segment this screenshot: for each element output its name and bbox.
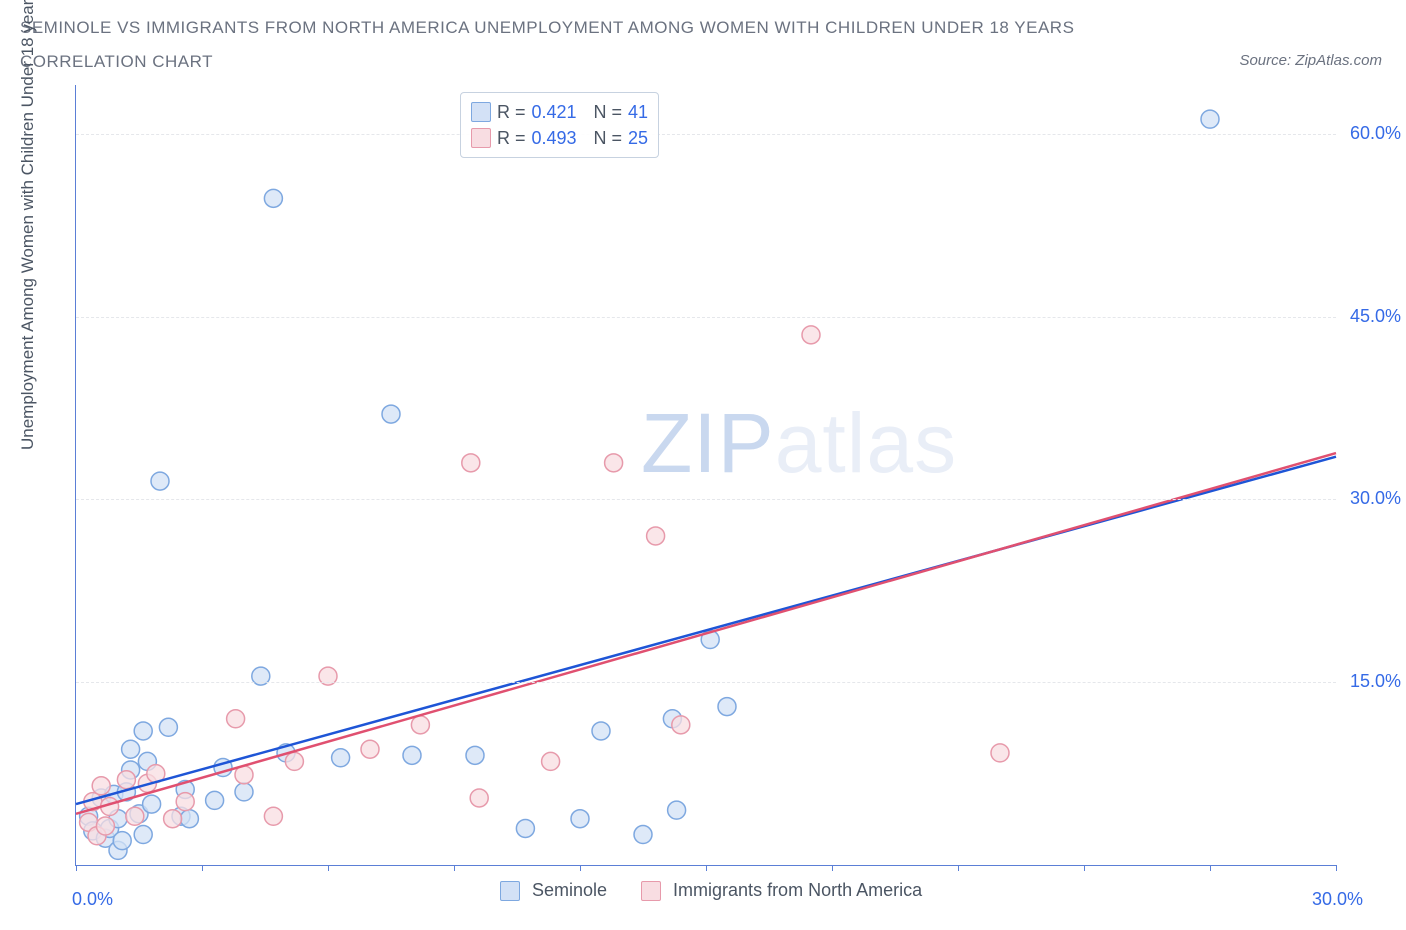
- data-point: [605, 454, 623, 472]
- x-tick: [76, 865, 77, 871]
- data-point: [634, 826, 652, 844]
- data-point: [466, 746, 484, 764]
- x-tick: [454, 865, 455, 871]
- data-point: [672, 716, 690, 734]
- legend-r-value: 0.493: [532, 128, 588, 149]
- data-point: [802, 326, 820, 344]
- data-point: [382, 405, 400, 423]
- data-point: [403, 746, 421, 764]
- data-point: [285, 752, 303, 770]
- x-tick: [706, 865, 707, 871]
- data-point: [235, 783, 253, 801]
- x-tick: [1084, 865, 1085, 871]
- data-point: [206, 791, 224, 809]
- data-point: [143, 795, 161, 813]
- legend-n-label: N =: [594, 128, 623, 149]
- data-point: [1201, 110, 1219, 128]
- chart-plot-area: ZIPatlas 15.0%30.0%45.0%60.0%0.0%30.0%: [75, 85, 1336, 866]
- legend-r-label: R =: [497, 102, 526, 123]
- data-point: [122, 740, 140, 758]
- data-point: [718, 698, 736, 716]
- data-point: [332, 749, 350, 767]
- legend-n-value: 25: [628, 128, 648, 149]
- data-point: [470, 789, 488, 807]
- legend-swatch: [641, 881, 661, 901]
- data-point: [164, 810, 182, 828]
- grid-line: [76, 134, 1336, 135]
- trend-line: [76, 457, 1336, 804]
- x-tick: [1336, 865, 1337, 871]
- y-tick-label: 15.0%: [1350, 671, 1401, 692]
- data-point: [176, 793, 194, 811]
- data-point: [411, 716, 429, 734]
- chart-title-2: CORRELATION CHART: [20, 52, 213, 72]
- scatter-svg: [76, 85, 1336, 865]
- series-legend: Seminole Immigrants from North America: [500, 880, 944, 901]
- legend-row: R = 0.493 N =25: [471, 125, 648, 151]
- trend-line: [76, 453, 1336, 814]
- legend-r-label: R =: [497, 128, 526, 149]
- legend-n-value: 41: [628, 102, 648, 123]
- data-point: [180, 810, 198, 828]
- legend-swatch: [500, 881, 520, 901]
- data-point: [542, 752, 560, 770]
- y-tick-label: 60.0%: [1350, 123, 1401, 144]
- legend-n-label: N =: [594, 102, 623, 123]
- x-tick: [958, 865, 959, 871]
- data-point: [117, 771, 135, 789]
- x-tick: [328, 865, 329, 871]
- y-tick-label: 45.0%: [1350, 306, 1401, 327]
- legend-series-label: Immigrants from North America: [673, 880, 922, 901]
- y-axis-label: Unemployment Among Women with Children U…: [18, 0, 38, 450]
- data-point: [592, 722, 610, 740]
- legend-series-label: Seminole: [532, 880, 607, 901]
- legend-swatch: [471, 102, 491, 122]
- legend-swatch: [471, 128, 491, 148]
- data-point: [361, 740, 379, 758]
- data-point: [991, 744, 1009, 762]
- grid-line: [76, 499, 1336, 500]
- data-point: [647, 527, 665, 545]
- legend-row: R = 0.421 N =41: [471, 99, 648, 125]
- data-point: [462, 454, 480, 472]
- x-tick: [580, 865, 581, 871]
- grid-line: [76, 682, 1336, 683]
- data-point: [96, 817, 114, 835]
- grid-line: [76, 317, 1336, 318]
- source-label: Source: ZipAtlas.com: [1239, 52, 1382, 69]
- correlation-legend: R = 0.421 N =41 R = 0.493 N =25: [460, 92, 659, 158]
- data-point: [92, 777, 110, 795]
- data-point: [264, 807, 282, 825]
- x-tick: [1210, 865, 1211, 871]
- chart-title-1: SEMINOLE VS IMMIGRANTS FROM NORTH AMERIC…: [20, 18, 1074, 38]
- data-point: [159, 718, 177, 736]
- data-point: [516, 819, 534, 837]
- x-tick: [202, 865, 203, 871]
- data-point: [227, 710, 245, 728]
- data-point: [264, 189, 282, 207]
- data-point: [126, 807, 144, 825]
- x-tick-label: 30.0%: [1312, 889, 1363, 910]
- data-point: [151, 472, 169, 490]
- x-tick: [832, 865, 833, 871]
- legend-r-value: 0.421: [532, 102, 588, 123]
- data-point: [113, 832, 131, 850]
- data-point: [668, 801, 686, 819]
- data-point: [571, 810, 589, 828]
- x-tick-label: 0.0%: [72, 889, 113, 910]
- y-tick-label: 30.0%: [1350, 488, 1401, 509]
- data-point: [134, 826, 152, 844]
- data-point: [134, 722, 152, 740]
